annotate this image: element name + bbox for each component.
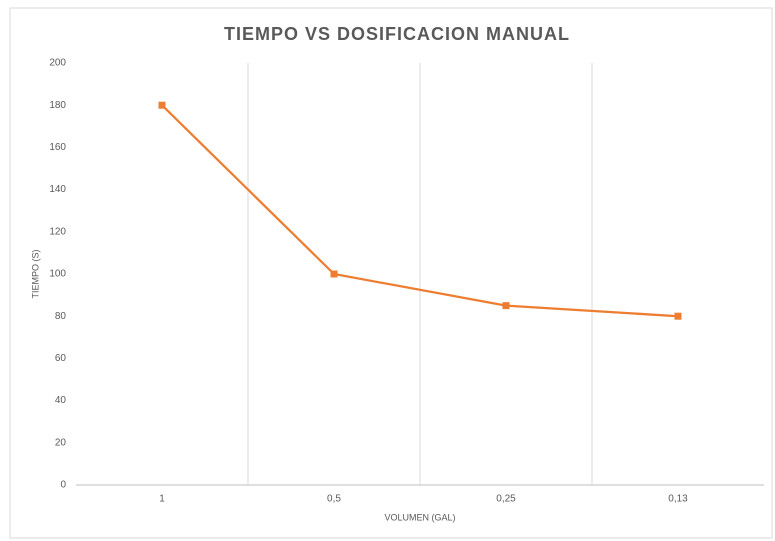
y-tick-label: 100 xyxy=(49,269,66,280)
chart-frame xyxy=(9,7,773,539)
y-axis-label: TIEMPO (S) xyxy=(30,249,40,298)
y-tick-label: 160 xyxy=(49,142,66,153)
x-tick-label: 1 xyxy=(159,494,165,505)
x-axis-label: VOLUMEN (GAL) xyxy=(384,512,455,522)
x-tick-label: 0,13 xyxy=(668,494,688,505)
line xyxy=(161,104,679,318)
y-tick-label: 20 xyxy=(55,437,67,448)
y-tick-label: 80 xyxy=(55,311,67,322)
marker xyxy=(674,312,682,320)
y-tick-label: 140 xyxy=(49,184,66,195)
y-tick-label: 0 xyxy=(60,480,66,491)
marker xyxy=(502,302,510,310)
chart-title: TIEMPO VS DOSIFICACION MANUAL xyxy=(224,24,570,44)
x-tick-label: 0,5 xyxy=(327,494,341,505)
y-tick-label: 180 xyxy=(49,100,66,111)
y-tick-label: 200 xyxy=(49,58,66,69)
y-tick-label: 60 xyxy=(55,353,67,364)
marker xyxy=(330,270,338,278)
x-tick-label: 0,25 xyxy=(496,494,516,505)
y-tick-label: 40 xyxy=(55,395,67,406)
marker xyxy=(158,101,166,109)
y-tick-label: 120 xyxy=(49,226,66,237)
